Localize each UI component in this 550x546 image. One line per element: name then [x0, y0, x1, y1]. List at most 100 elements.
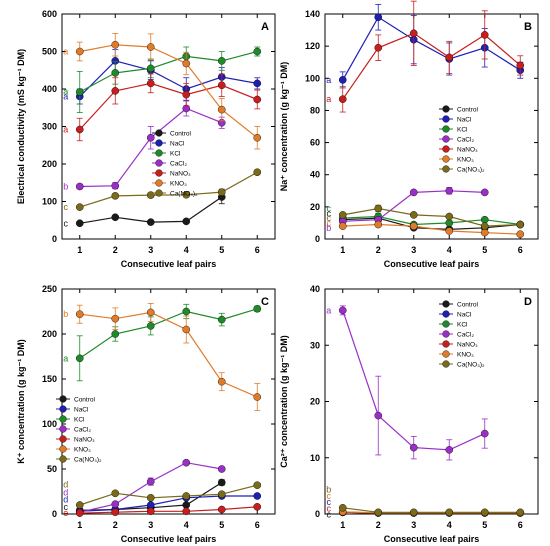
y-tick-label: 20	[310, 202, 320, 212]
x-tick-label: 6	[255, 245, 260, 255]
legend-marker	[442, 330, 450, 338]
y-tick-label: 0	[315, 509, 320, 519]
data-point	[75, 501, 84, 509]
data-point	[217, 478, 226, 487]
data-point	[217, 188, 226, 196]
data-point	[111, 330, 120, 338]
legend-marker	[59, 425, 67, 433]
series-kcl	[75, 303, 262, 382]
data-point	[409, 443, 418, 452]
series-line	[79, 60, 258, 97]
significance-letter: c	[64, 218, 69, 228]
legend-label: Control	[74, 396, 96, 403]
legend-marker	[442, 135, 450, 143]
series-line	[342, 507, 521, 513]
data-point	[374, 43, 383, 52]
data-point	[146, 133, 155, 142]
data-point	[111, 40, 120, 49]
x-tick-label: 3	[148, 245, 153, 255]
data-point	[111, 508, 120, 517]
data-point	[445, 212, 454, 221]
data-point	[253, 502, 262, 511]
y-tick-label: 0	[52, 234, 57, 244]
y-tick-label: 500	[42, 47, 57, 57]
y-tick-label: 100	[42, 197, 57, 207]
legend-marker	[442, 165, 450, 173]
x-tick-label: 1	[77, 520, 82, 530]
y-tick-label: 40	[310, 170, 320, 180]
data-point	[146, 493, 155, 502]
significance-letter: a	[326, 94, 331, 104]
data-point	[217, 57, 226, 65]
legend-marker	[155, 139, 163, 147]
legend-label: Control	[457, 301, 479, 308]
data-point	[146, 477, 155, 486]
y-tick-label: 60	[310, 138, 320, 148]
panel-letter: C	[261, 296, 269, 308]
data-point	[338, 504, 347, 512]
legend-label: NaNO₃	[170, 170, 191, 177]
legend-marker	[442, 105, 450, 113]
legend-label: KNO₃	[457, 156, 474, 163]
significance-letter: e	[63, 508, 68, 518]
data-point	[111, 87, 120, 95]
data-point	[146, 218, 155, 226]
x-tick-label: 5	[482, 520, 487, 530]
significance-letter: a	[63, 125, 68, 135]
series-kno3	[75, 33, 262, 150]
data-point	[182, 325, 191, 334]
y-tick-label: 200	[42, 159, 57, 169]
significance-letter: c	[327, 213, 332, 223]
data-point	[182, 190, 191, 199]
data-point	[75, 219, 84, 228]
x-tick-label: 6	[518, 520, 523, 530]
significance-letter: c	[64, 502, 69, 512]
series-line	[79, 50, 258, 93]
data-point	[374, 204, 383, 213]
y-tick-label: 150	[42, 374, 57, 384]
legend-label: CaCl₂	[457, 331, 474, 338]
y-tick-label: 0	[315, 234, 320, 244]
data-point	[75, 47, 84, 56]
series-ca-no3-2	[75, 168, 262, 211]
legend-label: NaCl	[170, 140, 185, 147]
legend-label: KCl	[457, 126, 468, 133]
x-tick-label: 2	[113, 520, 118, 530]
data-point	[182, 217, 191, 226]
data-point	[338, 211, 347, 219]
series-nacl	[338, 3, 525, 89]
panel-a: 0 100 200 300 400 500 600 1 2 3 4 5 6 Consecutive lea…	[16, 9, 276, 269]
x-axis-title: Consecutive leaf pairs	[384, 259, 480, 269]
significance-letter: d	[63, 487, 68, 497]
x-tick-label: 2	[113, 245, 118, 255]
data-point	[182, 507, 191, 516]
legend-marker	[155, 169, 163, 177]
legend-marker	[155, 159, 163, 167]
series-nano3	[75, 502, 262, 517]
data-point	[338, 306, 347, 315]
series-kno3	[338, 220, 525, 238]
legend-label: CaCl₂	[74, 426, 91, 433]
legend-label: CaCl₂	[170, 160, 187, 167]
legend-label: Control	[457, 106, 479, 113]
significance-letter: a	[326, 305, 331, 315]
significance-letter: a	[326, 75, 331, 85]
legend-label: Ca(NO₃)₂	[74, 456, 102, 463]
data-point	[445, 446, 454, 454]
series-line	[79, 484, 258, 506]
plot-frame	[324, 13, 539, 240]
data-point	[146, 507, 155, 516]
data-point	[111, 69, 120, 77]
legend: Control NaCl KCl CaCl₂ NaNO₃ KNO₃ Ca(NO₃)₂	[56, 395, 102, 463]
data-point	[75, 509, 84, 517]
data-point	[445, 508, 454, 517]
data-point	[75, 354, 84, 363]
legend: Control NaCl KCl CaCl₂ NaNO₃ KNO₃ Ca(NO₃)₂	[439, 105, 485, 173]
data-point	[217, 490, 226, 499]
series-line	[342, 16, 521, 81]
x-axis-title: Consecutive leaf pairs	[121, 534, 217, 544]
series-line	[79, 308, 258, 359]
legend-marker	[155, 129, 163, 137]
x-tick-label: 1	[340, 520, 345, 530]
x-tick-label: 3	[411, 520, 416, 530]
